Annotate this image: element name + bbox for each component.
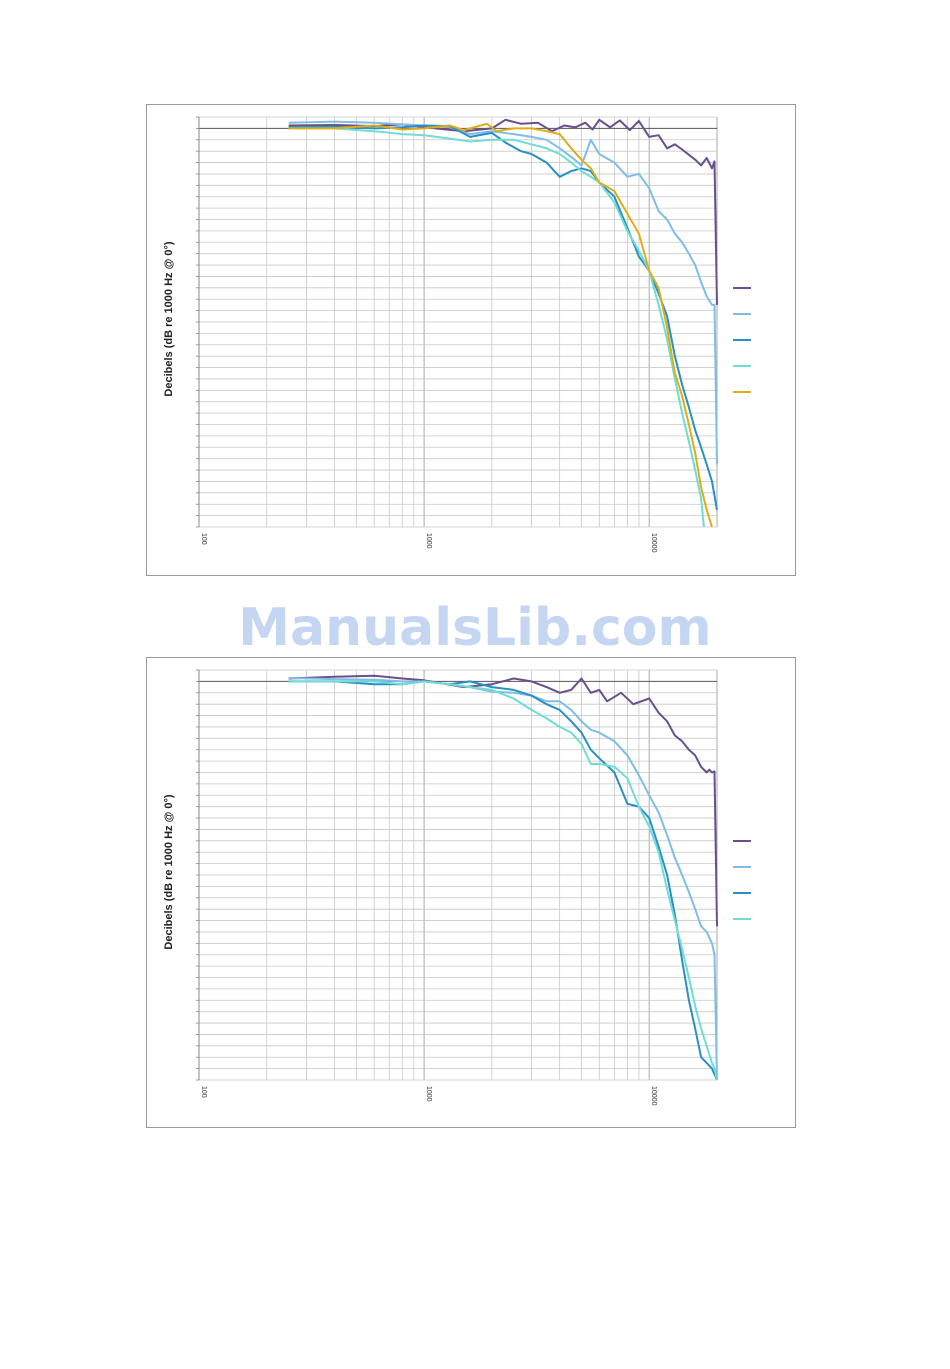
chart-2-grid	[196, 669, 718, 1081]
series-line-3	[288, 680, 718, 1081]
x-tick-label: 1000	[425, 1086, 432, 1102]
chart-1-ylabel: Decibels (dB re 1000 Hz @ 0°)	[163, 241, 175, 397]
x-tick-label: 1000	[425, 533, 432, 549]
series-line-4	[288, 127, 705, 528]
series-line-2	[288, 120, 718, 465]
series-line-3	[288, 124, 718, 511]
chart-1-grid	[196, 116, 718, 528]
chart-2-plot: 100 1000 10000	[196, 669, 751, 1106]
chart-1: 100 1000 10000 Decibels (dB re 1000 Hz @ 0…	[146, 104, 796, 576]
chart-2: 100 1000 10000 Decibels (dB re 1000 Hz @ 0…	[146, 657, 796, 1128]
watermark: ManualsLib.com	[238, 598, 712, 658]
chart-1-plot: 100 1000 10000	[196, 116, 751, 553]
x-tick-label: 100	[200, 533, 207, 545]
chart-2-ylabel: Decibels (dB re 1000 Hz @ 0°)	[163, 794, 175, 950]
x-tick-label: 10000	[650, 1086, 657, 1106]
series-line-5	[288, 122, 713, 528]
series-line-4	[288, 680, 718, 1081]
x-tick-label: 100	[200, 1086, 207, 1098]
x-tick-label: 10000	[650, 533, 657, 553]
